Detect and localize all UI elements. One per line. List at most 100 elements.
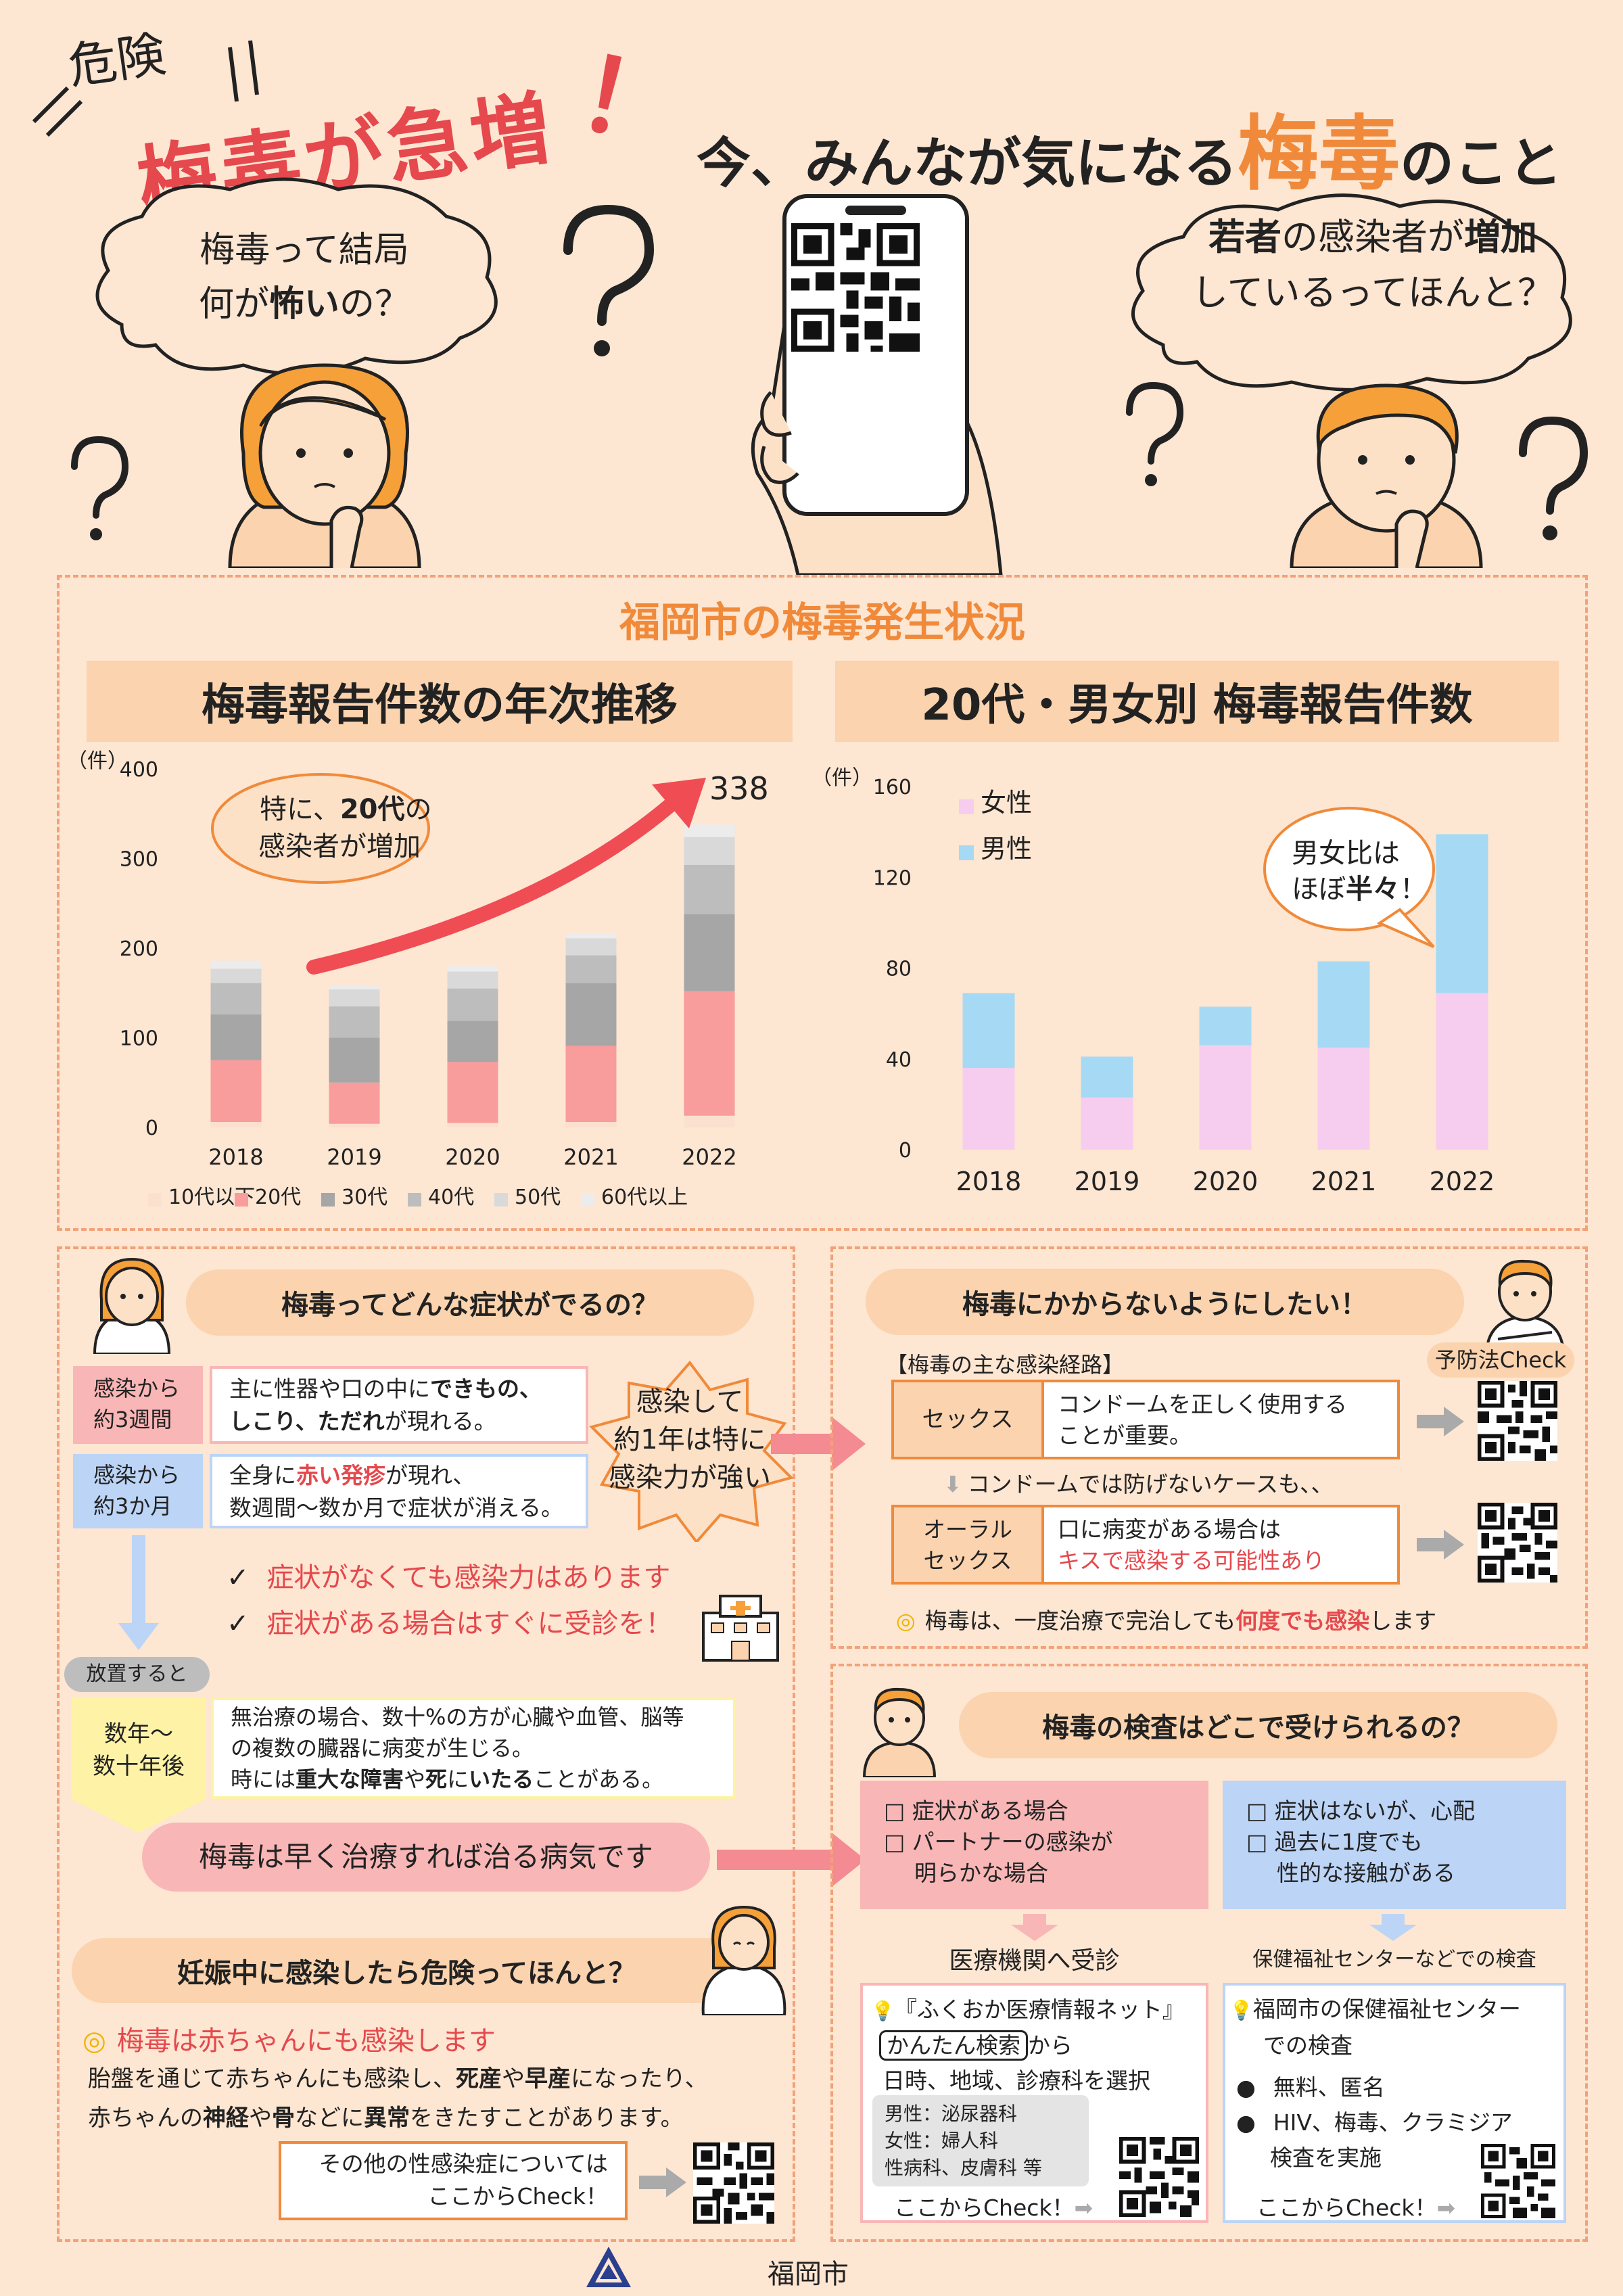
- bubble-right-text: 若者の感染者が増加 しているってほんと？: [1163, 210, 1582, 321]
- x-tick-label: 2022: [682, 1144, 736, 1170]
- arrow-down-icon: [118, 1535, 159, 1650]
- legend-label: 60代以上: [601, 1186, 688, 1209]
- testing-title: 梅毒の検査はどこで受けられるの？: [959, 1692, 1557, 1758]
- bar-segment: [447, 1123, 498, 1127]
- bar-segment: [1199, 1006, 1252, 1046]
- qr-code-medical[interactable]: [1119, 2137, 1199, 2217]
- bar-segment: [447, 1021, 498, 1062]
- check1: ✓ 症状がなくても感染力はあります: [227, 1562, 671, 1593]
- testing-left-conditions: □ 症状がある場合 □ パートナーの感染が 明らかな場合: [860, 1781, 1208, 1909]
- easy-search-button[interactable]: かんたん検索: [879, 2030, 1028, 2061]
- bubble-right-line2: しているってほんと？: [1192, 271, 1554, 314]
- bar-segment: [329, 1123, 380, 1127]
- x-tick-label: 2020: [445, 1144, 500, 1170]
- bar-segment: [962, 993, 1015, 1069]
- bar-segment: [210, 1060, 262, 1123]
- man-thinking-icon: [862, 1687, 937, 1777]
- x-tick-label: 2019: [1075, 1167, 1140, 1196]
- route-oral-label: オーラル セックス: [891, 1505, 1041, 1585]
- y-tick-label: 100: [120, 1027, 158, 1051]
- stage3-label-shape: [71, 1697, 206, 1833]
- arrow-right-icon: [639, 2168, 686, 2197]
- bar-segment: [684, 914, 735, 991]
- annual-chart-title: 梅毒報告件数の年次推移: [87, 661, 793, 742]
- bar-segment: [1317, 961, 1370, 1048]
- legend-swatch: [494, 1193, 508, 1206]
- x-tick-label: 2022: [1430, 1167, 1495, 1196]
- y-tick-label: 0: [145, 1117, 158, 1140]
- medical-info-net: 💡『ふくおか医療情報ネット』: [871, 1996, 1185, 2023]
- route-oral-desc: 口に病変がある場合は キスで感染する可能性あり: [1041, 1505, 1400, 1585]
- legend-swatch: [321, 1193, 335, 1206]
- qr-code-other-sti[interactable]: [693, 2142, 774, 2224]
- symptoms-title: 梅毒ってどんな症状がでるの？: [186, 1269, 754, 1336]
- bar-segment: [565, 955, 617, 983]
- bar-segment: [684, 837, 735, 865]
- woman-thinking-illustration: [228, 363, 421, 568]
- status-section: [57, 575, 1588, 1231]
- other-sti-link[interactable]: その他の性感染症については ここからCheck！: [279, 2141, 628, 2220]
- qr-code-condom[interactable]: [1478, 1381, 1557, 1461]
- bar-segment: [329, 1037, 380, 1083]
- route-sex-desc: コンドームを正しく使用する ことが重要。: [1041, 1380, 1400, 1459]
- x-tick-label: 2021: [563, 1144, 618, 1170]
- legend-swatch: [235, 1193, 248, 1206]
- gender-stacked-bar-chart: （件） 0 40 80 120 160 2018 2019 2020 2021 2022 女性男…: [812, 766, 1495, 1196]
- infect-note-burst: [589, 1360, 794, 1542]
- fukuoka-city-logo: [586, 2247, 631, 2287]
- annotation-value: 338: [709, 770, 769, 807]
- x-tick-label: 2018: [956, 1167, 1022, 1196]
- status-title: 福岡市の梅毒発生状況: [619, 599, 1025, 647]
- x-tick-label: 2020: [1193, 1167, 1259, 1196]
- pregnancy-body: 胎盤を通じて赤ちゃんにも感染し、死産や早産になったり、 赤ちゃんの神経や骨などに…: [88, 2065, 708, 2132]
- bubble-left-line2: 何が怖いの？: [198, 284, 410, 325]
- annotation-bubble: [211, 773, 430, 884]
- arrow-right-icon: [717, 1833, 866, 1887]
- bar-segment: [1436, 834, 1488, 993]
- question-mark-icon: [1126, 381, 1184, 486]
- qr-code-oral[interactable]: [1478, 1503, 1557, 1583]
- x-tick-label: 2021: [1311, 1167, 1377, 1196]
- chart-unit-label: （件）: [812, 766, 872, 790]
- y-tick-label: 40: [886, 1048, 912, 1072]
- arrow-down-icon: [1369, 1914, 1417, 1941]
- bar-segment: [1436, 993, 1488, 1150]
- check-here-right[interactable]: ここからCheck！➡: [1256, 2195, 1456, 2221]
- tagline-post: のこと: [1400, 132, 1562, 195]
- bar-segment: [1199, 1045, 1252, 1150]
- qr-code-health-center[interactable]: [1481, 2144, 1555, 2218]
- y-tick-label: 160: [873, 776, 912, 799]
- question-mark-icon: [71, 436, 129, 540]
- stage2-label: 感染から 約3か月: [73, 1454, 203, 1528]
- check-here-left[interactable]: ここからCheck！➡: [894, 2195, 1093, 2221]
- man-thinking-illustration: [1290, 383, 1483, 568]
- tagline-pre: 今、みんなが気になる: [697, 132, 1238, 195]
- bar-segment: [329, 1082, 380, 1124]
- x-tick-label: 2019: [327, 1144, 381, 1170]
- gender-chart-title: 20代・男女別 梅毒報告件数: [835, 661, 1559, 742]
- cure-banner: 梅毒は早く治療すれば治る病気です: [142, 1823, 710, 1892]
- symptoms-section: [57, 1246, 795, 2242]
- legend-swatch: [148, 1193, 162, 1206]
- stage3-desc: 無治療の場合、数十%の方が心臓や血管、脳等 の複数の臓器に病変が生じる。 時には…: [211, 1697, 736, 1799]
- footer-org: 福岡市: [768, 2259, 849, 2290]
- annotation-line2: 感染者が増加: [258, 831, 421, 862]
- testing-left-dest: 医療機関へ受診: [949, 1947, 1120, 1975]
- stage2-desc: 全身に赤い発疹が現れ、 数週間～数か月で症状が消える。: [210, 1454, 588, 1528]
- y-tick-label: 300: [120, 848, 158, 872]
- bar-segment: [447, 1062, 498, 1123]
- legend-label: 30代: [342, 1186, 387, 1209]
- arrow-right-icon: [771, 1417, 866, 1471]
- bar-segment: [565, 1122, 617, 1127]
- check2: ✓ 症状がある場合はすぐに受診を！: [227, 1608, 673, 1639]
- pregnant-woman-icon: [701, 1905, 786, 2015]
- legend-swatch: [959, 845, 974, 860]
- bar-segment: [329, 989, 380, 1007]
- qr-code-main[interactable]: [791, 223, 920, 352]
- neglect-label: 放置すると: [64, 1657, 210, 1692]
- headline-exclaim: ！: [568, 34, 692, 171]
- emphasis-lines-icon: [32, 40, 259, 137]
- testing-right-dest: 保健福祉センターなどでの検査: [1252, 1948, 1536, 1971]
- question-mark-icon: [563, 204, 655, 356]
